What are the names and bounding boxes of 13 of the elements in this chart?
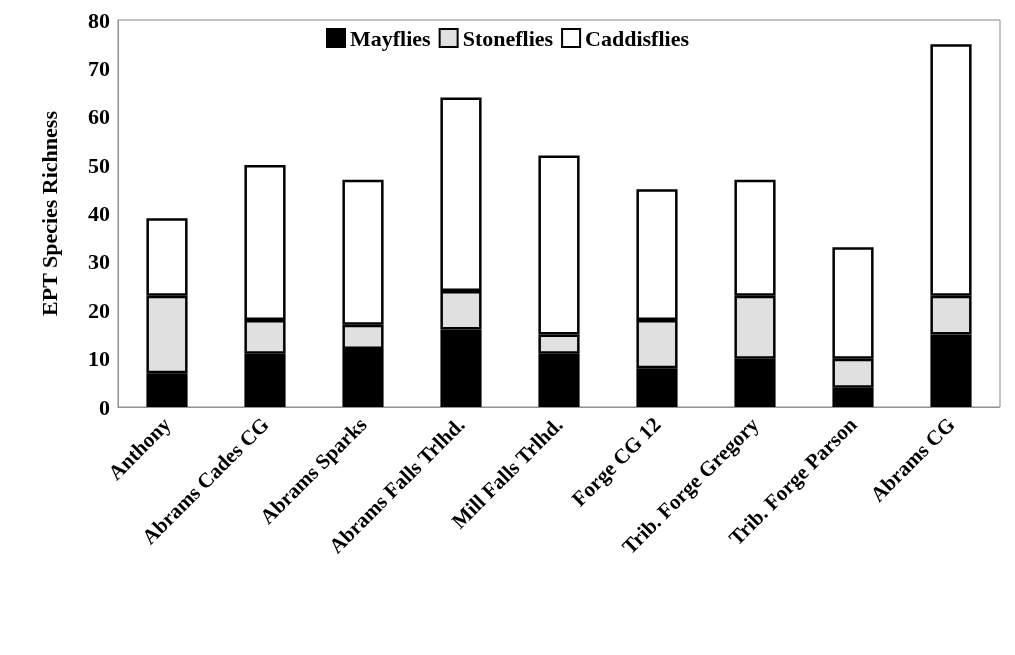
legend-label: Mayflies — [350, 25, 432, 51]
y-tick-label: 10 — [88, 346, 110, 372]
y-tick-label: 50 — [88, 152, 110, 178]
y-tick-label: 80 — [88, 7, 110, 33]
legend-label: Caddisflies — [585, 25, 690, 51]
legend-label: Stoneflies — [462, 25, 554, 51]
y-tick-label: 0 — [99, 394, 110, 420]
y-tick-label: 30 — [88, 249, 110, 275]
y-tick-label: 20 — [88, 297, 110, 323]
y-axis-title: EPT Species Richness — [36, 110, 62, 316]
y-tick-label: 70 — [88, 55, 110, 81]
y-tick-label: 60 — [88, 104, 110, 130]
y-tick-label: 40 — [88, 201, 110, 226]
